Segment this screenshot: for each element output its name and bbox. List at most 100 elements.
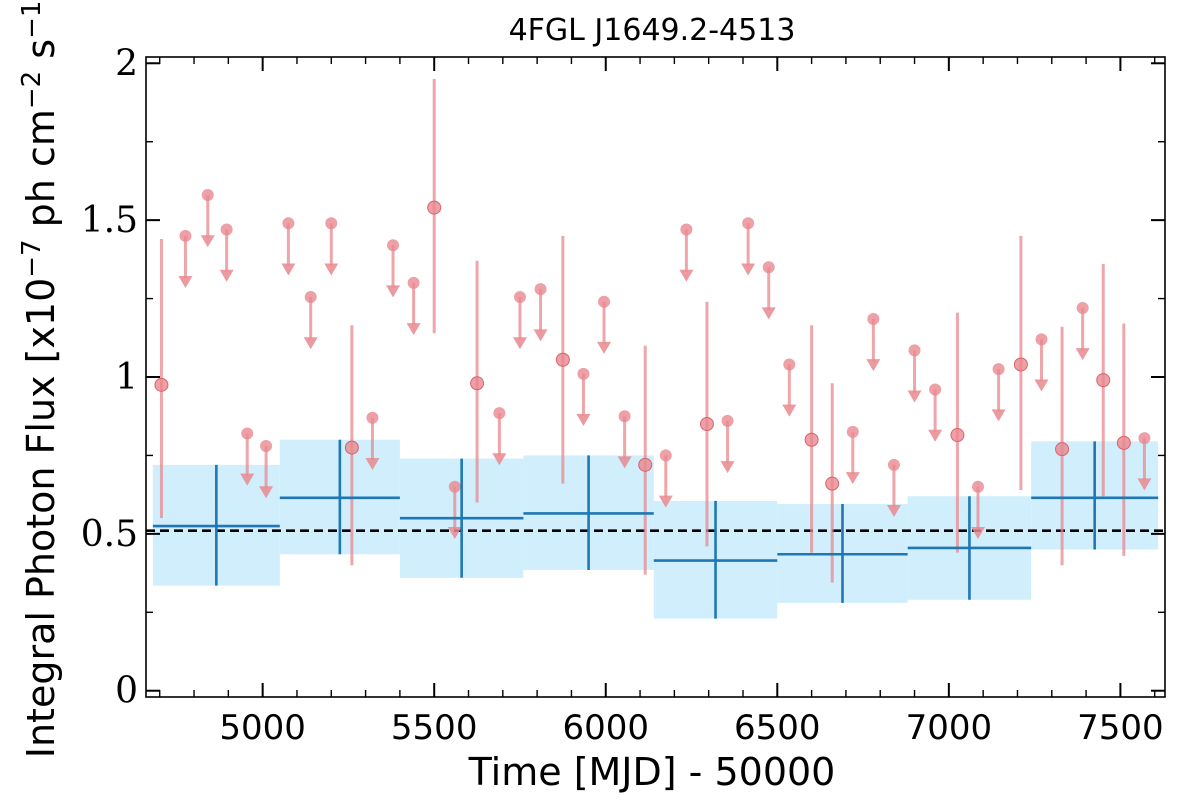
upper-limit-point-9 xyxy=(387,239,400,252)
x-tick-label-1: 5500 xyxy=(391,708,478,748)
x-axis-label: Time [MJD] - 50000 xyxy=(468,750,836,794)
detection-point-8 xyxy=(825,476,840,491)
upper-limit-point-26 xyxy=(887,458,900,471)
detection-point-10 xyxy=(1013,357,1028,372)
upper-limit-point-22 xyxy=(762,261,775,274)
upper-limit-arrowhead-27 xyxy=(907,390,922,403)
upper-limit-point-6 xyxy=(304,291,317,303)
x-tick-label-2: 6000 xyxy=(562,708,649,748)
detection-point-5 xyxy=(638,457,653,472)
y-axis-label-exp2: −2 xyxy=(17,71,47,109)
upper-limit-arrowhead-12 xyxy=(492,453,507,466)
upper-limit-arrowhead-20 xyxy=(720,461,735,474)
upper-limit-arrowhead-29 xyxy=(971,527,986,539)
y-tick-label-3: 1.5 xyxy=(81,200,138,241)
upper-limit-point-21 xyxy=(742,217,755,230)
upper-limit-point-7 xyxy=(325,217,338,230)
upper-limit-point-33 xyxy=(1138,432,1151,445)
detection-point-2 xyxy=(427,200,442,215)
y-axis-label-part2: ph cm xyxy=(19,109,63,239)
x-tick-label-3: 6500 xyxy=(734,708,821,748)
upper-limit-arrowhead-22 xyxy=(761,307,776,320)
upper-limit-arrowhead-14 xyxy=(533,329,548,342)
upper-limit-arrowhead-19 xyxy=(679,269,694,282)
upper-limit-arrowhead-16 xyxy=(597,341,612,354)
plot-area: 5000 5500 6000 6500 7000 7500 0 0.5 1 1.5 2 xyxy=(81,43,1166,748)
upper-limit-arrowhead-13 xyxy=(512,337,527,350)
upper-limit-arrowhead-0 xyxy=(178,276,193,289)
upper-limit-point-8 xyxy=(366,411,379,424)
upper-limit-arrowhead-26 xyxy=(886,505,901,518)
x-tick-label-5: 7500 xyxy=(1077,708,1164,748)
upper-limit-arrowhead-4 xyxy=(259,486,274,499)
upper-limit-point-12 xyxy=(493,407,506,420)
upper-limit-arrowhead-17 xyxy=(617,456,632,469)
upper-limit-arrowhead-1 xyxy=(200,235,215,248)
detection-point-3 xyxy=(470,376,485,391)
upper-limit-point-30 xyxy=(992,363,1005,376)
upper-limit-point-0 xyxy=(179,229,192,242)
y-tick-label-4: 2 xyxy=(115,43,138,84)
upper-limit-point-28 xyxy=(929,383,942,396)
y-tick-label-2: 1 xyxy=(115,357,138,398)
upper-limit-point-24 xyxy=(846,425,859,438)
upper-limit-arrowhead-18 xyxy=(658,495,673,508)
detection-point-7 xyxy=(804,432,819,447)
upper-limit-arrowhead-15 xyxy=(576,414,591,427)
y-tick-label-0: 0 xyxy=(115,671,138,712)
detection-point-9 xyxy=(950,428,965,443)
upper-limit-point-32 xyxy=(1076,301,1089,314)
y-axis-label-part3: s xyxy=(19,39,63,71)
upper-limit-point-3 xyxy=(241,427,254,440)
upper-limit-arrowhead-5 xyxy=(281,263,296,276)
upper-limit-point-1 xyxy=(201,189,214,202)
upper-limit-arrowhead-9 xyxy=(386,285,401,298)
upper-limit-point-14 xyxy=(534,283,547,296)
upper-limit-point-31 xyxy=(1035,333,1048,346)
upper-limit-arrowhead-31 xyxy=(1034,379,1049,392)
upper-limit-arrowhead-21 xyxy=(741,263,756,276)
y-axis-label-part1: Integral Photon Flux [x10 xyxy=(19,278,63,759)
upper-limit-point-13 xyxy=(513,291,526,303)
upper-limit-arrowhead-28 xyxy=(928,429,943,442)
upper-limit-arrowhead-11 xyxy=(447,527,462,539)
upper-limit-point-23 xyxy=(783,358,796,371)
upper-limit-point-2 xyxy=(220,223,233,236)
upper-limit-point-10 xyxy=(407,276,420,289)
detection-point-11 xyxy=(1055,442,1070,457)
upper-limit-point-27 xyxy=(908,344,921,357)
x-tick-label-0: 5000 xyxy=(219,708,306,748)
y-tick-label-1: 0.5 xyxy=(81,514,138,555)
upper-limit-arrowhead-7 xyxy=(324,263,339,276)
y-axis-label-exp3: −1 xyxy=(17,1,47,39)
detection-point-6 xyxy=(699,417,714,432)
detection-point-4 xyxy=(555,352,570,367)
upper-limit-arrowhead-2 xyxy=(219,269,234,282)
chart-title: 4FGL J1649.2-4513 xyxy=(509,13,796,48)
upper-limit-point-16 xyxy=(598,295,611,308)
upper-limit-arrowhead-30 xyxy=(991,409,1006,422)
detection-point-12 xyxy=(1096,373,1111,388)
upper-limit-point-11 xyxy=(448,480,461,493)
x-tick-label-4: 7000 xyxy=(906,708,993,748)
y-axis-label-part4: ] xyxy=(19,0,63,1)
detection-point-13 xyxy=(1116,435,1131,450)
detection-point-0 xyxy=(154,377,169,392)
upper-limit-arrowhead-32 xyxy=(1075,348,1090,361)
upper-limit-arrowhead-3 xyxy=(240,473,255,486)
upper-limit-point-29 xyxy=(972,480,985,493)
upper-limit-point-15 xyxy=(577,367,590,380)
upper-limit-arrowhead-33 xyxy=(1137,478,1152,491)
upper-limit-arrowhead-23 xyxy=(782,404,797,417)
upper-limit-arrowhead-24 xyxy=(845,472,860,485)
upper-limit-arrowhead-10 xyxy=(406,323,421,336)
upper-limit-point-20 xyxy=(721,414,734,427)
detection-point-1 xyxy=(344,440,359,455)
upper-limit-arrowhead-8 xyxy=(365,457,380,470)
upper-limit-arrowhead-6 xyxy=(303,337,318,350)
upper-limit-arrowhead-25 xyxy=(866,359,881,372)
upper-limit-point-18 xyxy=(659,449,672,462)
y-axis-label: Integral Photon Flux [x10−7 ph cm−2 s−1] xyxy=(17,0,63,758)
upper-limit-point-25 xyxy=(867,312,880,325)
